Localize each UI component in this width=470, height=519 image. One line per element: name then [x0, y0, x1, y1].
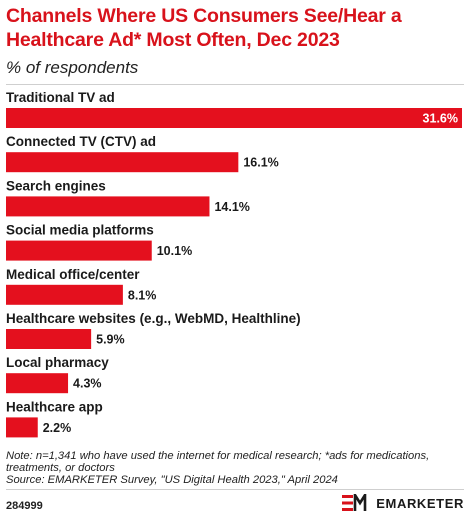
brand-name: EMARKETER	[376, 495, 464, 511]
bar-healthcare-app	[6, 417, 38, 438]
value-label-healthcare-app: 2.2%	[43, 421, 72, 435]
bar-traditional-tv-ad	[6, 108, 462, 128]
category-label-local-pharmacy: Local pharmacy	[6, 355, 109, 370]
value-label-healthcare-websites-e-g-webmd-healthline: 5.9%	[96, 333, 125, 347]
brand-logo: EMARKETER	[342, 494, 464, 512]
value-label-social-media-platforms: 10.1%	[157, 244, 192, 258]
top-divider	[6, 84, 464, 85]
note-line-1: Note: n=1,341 who have used the internet…	[6, 450, 430, 462]
bar-chart: Traditional TV ad 31.6% Connected TV (CTV)…	[6, 90, 462, 438]
value-label-medical-office-center: 8.1%	[128, 288, 157, 302]
value-label-traditional-tv-ad: 31.6%	[423, 112, 458, 126]
chart-title: Channels Where US Consumers See/Hear a H…	[6, 4, 462, 52]
note-line-2: treatments, or doctors	[6, 462, 115, 475]
footnote: Note: n=1,341 who have used the internet…	[6, 450, 466, 487]
chart-id: 284999	[6, 500, 43, 512]
category-label-social-media-platforms: Social media platforms	[6, 223, 154, 238]
bar-medical-office-center	[6, 284, 123, 305]
bar-local-pharmacy	[6, 373, 69, 394]
category-label-connected-tv-ctv-ad: Connected TV (CTV) ad	[6, 134, 156, 149]
bottom-divider	[6, 489, 464, 490]
bar-search-engines	[6, 196, 210, 217]
category-label-search-engines: Search engines	[6, 178, 106, 193]
value-label-connected-tv-ctv-ad: 16.1%	[243, 156, 278, 170]
emarketer-logo-icon	[342, 494, 367, 511]
category-label-healthcare-app: Healthcare app	[6, 399, 103, 414]
category-label-traditional-tv-ad: Traditional TV ad	[6, 90, 115, 105]
bar-social-media-platforms	[6, 240, 152, 261]
category-label-medical-office-center: Medical office/center	[6, 267, 140, 282]
chart-title-line-1: Channels Where US Consumers See/Hear a	[6, 5, 402, 27]
bar-connected-tv-ctv-ad	[6, 152, 239, 173]
chart-subtitle: % of respondents	[6, 58, 139, 77]
bar-healthcare-websites-e-g-webmd-healthline	[6, 329, 92, 349]
category-label-healthcare-websites-e-g-webmd-healthline: Healthcare websites (e.g., WebMD, Health…	[6, 311, 301, 326]
chart-title-line-2: Healthcare Ad* Most Often, Dec 2023	[6, 29, 340, 51]
value-label-search-engines: 14.1%	[214, 200, 249, 214]
value-label-local-pharmacy: 4.3%	[73, 377, 102, 391]
source-line: Source: EMARKETER Survey, "US Digital He…	[6, 474, 338, 487]
